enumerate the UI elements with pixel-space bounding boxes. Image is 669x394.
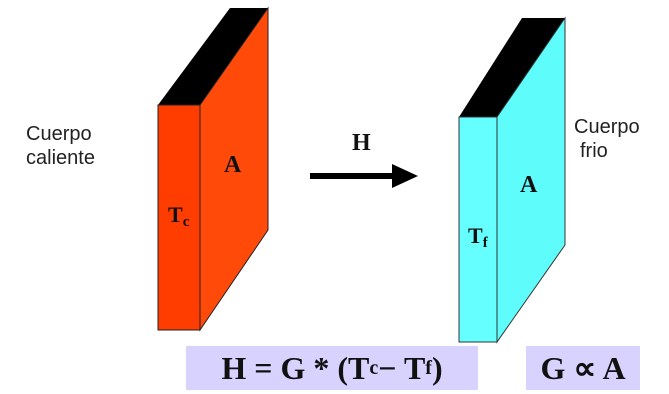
hot-body-slab: A Tc — [157, 6, 269, 332]
cold-body-slab: A Tf — [458, 16, 566, 344]
formula-sub-f: f — [425, 356, 432, 379]
hot-body-side-face — [199, 6, 269, 332]
hot-body-label-line1: Cuerpo — [26, 123, 92, 145]
formula-minus: − T — [378, 349, 426, 386]
cold-body-temp-sub: f — [483, 235, 489, 251]
cold-body-area-label: A — [520, 172, 538, 198]
proportionality-formula: G ∝ A — [526, 346, 640, 390]
cold-body-label-line2: frio — [580, 140, 608, 162]
cold-body-label: Cuerpo frio — [574, 115, 640, 163]
cold-body-temp-label: Tf — [468, 223, 489, 251]
cold-body-top-face — [459, 18, 565, 117]
formula-lhs: H = G * (T — [221, 349, 370, 386]
hot-body-label: Cuerpo caliente — [26, 122, 95, 170]
cold-body-side-face — [496, 16, 566, 344]
hot-body-temp-label: Tc — [168, 202, 190, 230]
heat-flow-arrow: H — [310, 130, 418, 188]
formula-sub-c: c — [369, 356, 379, 379]
cold-body-label-line1: Cuerpo — [574, 116, 640, 138]
cold-body-temp-letter: T — [468, 223, 483, 248]
arrow-label: H — [352, 130, 371, 156]
hot-body-top-face — [158, 8, 268, 105]
hot-body-area-label: A — [224, 152, 242, 178]
hot-body-temp-sub: c — [183, 214, 190, 230]
hot-body-temp-letter: T — [168, 202, 183, 227]
arrow-head — [392, 164, 418, 188]
hot-body-label-line2: caliente — [26, 147, 95, 169]
formula-close: ) — [431, 349, 443, 386]
proportionality-text: G ∝ A — [540, 350, 626, 386]
